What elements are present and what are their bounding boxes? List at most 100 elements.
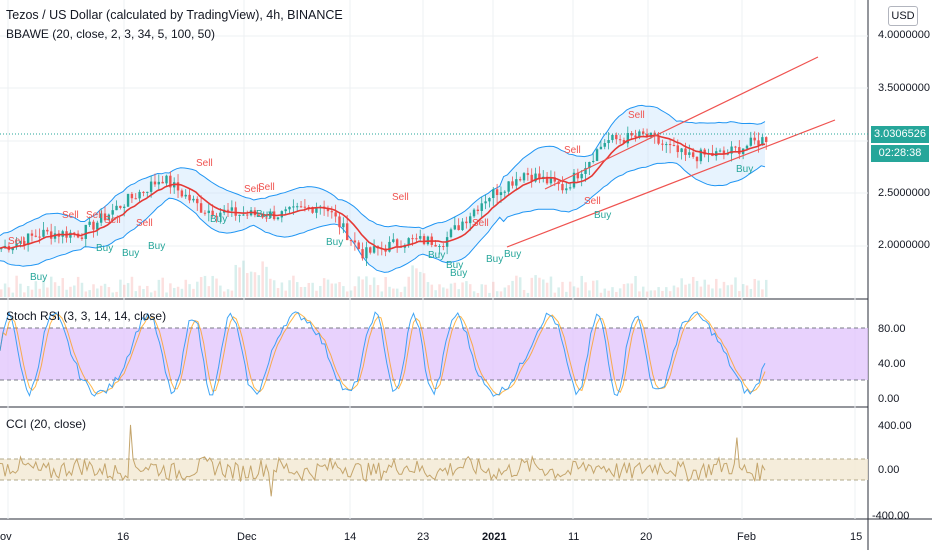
cci-axis[interactable]: 400.00 0.00 -400.00 xyxy=(872,420,912,522)
volume-bar xyxy=(749,288,753,297)
candle-body xyxy=(219,212,222,217)
candle-body xyxy=(411,238,414,240)
candle-body xyxy=(518,179,522,181)
volume-bar xyxy=(192,288,195,297)
candle-body xyxy=(180,190,184,197)
volume-bar xyxy=(196,281,199,297)
cci-axis-label: -400.00 xyxy=(872,510,909,522)
volume-bar xyxy=(261,261,264,297)
candle-body xyxy=(488,198,491,202)
volume-bar xyxy=(426,282,430,297)
candle-body xyxy=(465,221,468,224)
sell-signal-label: Sell xyxy=(86,210,103,221)
volume-bar xyxy=(53,282,57,297)
volume-bar xyxy=(480,284,484,297)
volume-bar xyxy=(707,284,710,297)
stoch-rsi-pane[interactable] xyxy=(0,311,868,398)
grid-lines xyxy=(0,0,868,519)
volume-bar xyxy=(457,289,460,297)
candle-body xyxy=(169,175,172,188)
volume-bar xyxy=(38,288,41,297)
candle-body xyxy=(749,137,753,146)
candle-body xyxy=(699,149,703,162)
candle-body xyxy=(649,132,653,138)
candle-body xyxy=(230,207,234,211)
candle-body xyxy=(603,143,606,147)
cci-pane[interactable] xyxy=(0,424,868,497)
sell-signal-label: Sell xyxy=(244,184,261,195)
symbol-title[interactable]: Tezos / US Dollar (calculated by Trading… xyxy=(6,8,343,22)
candle-body xyxy=(442,246,445,248)
channel-lower-line[interactable] xyxy=(506,119,836,248)
candle-body xyxy=(388,241,391,252)
stoch-rsi-legend[interactable]: Stoch RSI (3, 3, 14, 14, close) xyxy=(6,309,167,323)
volume-bar xyxy=(461,282,464,297)
volume-bar xyxy=(280,282,284,297)
volume-bar xyxy=(134,291,138,297)
sell-signal-label: Sell xyxy=(8,236,25,247)
volume-bar xyxy=(92,284,95,297)
buy-signal-label: Buy xyxy=(594,210,611,221)
channel-upper-line[interactable] xyxy=(544,56,819,190)
candle-body xyxy=(234,207,237,216)
currency-button[interactable]: USD xyxy=(888,6,918,26)
volume-bar xyxy=(11,292,15,297)
candle-body xyxy=(92,221,95,230)
candle-body xyxy=(584,167,587,174)
volume-bar xyxy=(230,290,234,297)
volume-bar xyxy=(76,276,80,297)
candle-body xyxy=(680,148,683,153)
time-axis[interactable]: ov 16 Dec 14 23 2021 11 20 Feb 15 xyxy=(0,531,862,543)
volume-bar xyxy=(434,290,437,297)
time-axis-label: 20 xyxy=(640,531,652,543)
candle-body xyxy=(119,205,122,208)
volume-bar xyxy=(549,276,553,297)
stoch-axis-label: 0.00 xyxy=(878,393,899,405)
volume-bar xyxy=(253,272,257,297)
time-axis-label: 23 xyxy=(417,531,429,543)
volume-bar xyxy=(553,292,557,297)
candle-body xyxy=(196,198,199,204)
sell-signal-label: Sell xyxy=(472,218,489,229)
volume-bar xyxy=(599,292,603,297)
buy-signal-label: Buy xyxy=(210,214,227,225)
cci-axis-label: 400.00 xyxy=(878,420,912,432)
bbawe-legend[interactable]: BBAWE (20, close, 2, 3, 34, 5, 100, 50) xyxy=(6,27,215,41)
candle-body xyxy=(288,206,291,210)
volume-bar xyxy=(565,291,568,297)
volume-bar xyxy=(503,287,507,297)
volume-bar xyxy=(726,285,730,297)
volume-bar xyxy=(680,278,683,297)
candle-body xyxy=(461,221,464,231)
volume-bar xyxy=(607,290,610,297)
volume-bar xyxy=(80,282,84,297)
price-axis[interactable]: 4.0000000 3.5000000 2.5000000 2.0000000 xyxy=(878,29,930,251)
candle-body xyxy=(534,173,537,182)
stoch-band xyxy=(0,328,868,380)
candle-body xyxy=(576,172,580,179)
candle-body xyxy=(138,191,141,199)
volume-bar xyxy=(676,287,680,297)
candle-body xyxy=(726,153,729,155)
volume-bar xyxy=(611,287,614,297)
candle-body xyxy=(157,181,161,185)
candle-body xyxy=(526,173,530,175)
stoch-axis[interactable]: 80.00 40.00 0.00 xyxy=(878,323,906,405)
volume-bar xyxy=(699,286,703,297)
candle-body xyxy=(215,215,218,217)
volume-bar xyxy=(49,276,53,297)
volume-bar xyxy=(392,288,395,297)
volume-bar xyxy=(449,283,453,297)
candle-body xyxy=(165,175,168,184)
volume-bar xyxy=(415,268,418,297)
volume-bar xyxy=(384,277,387,297)
cci-legend[interactable]: CCI (20, close) xyxy=(6,417,87,431)
candle-body xyxy=(207,210,210,214)
candle-body xyxy=(311,207,314,213)
candle-body xyxy=(161,181,164,184)
volume-bar xyxy=(753,278,756,297)
candle-body xyxy=(703,149,706,155)
